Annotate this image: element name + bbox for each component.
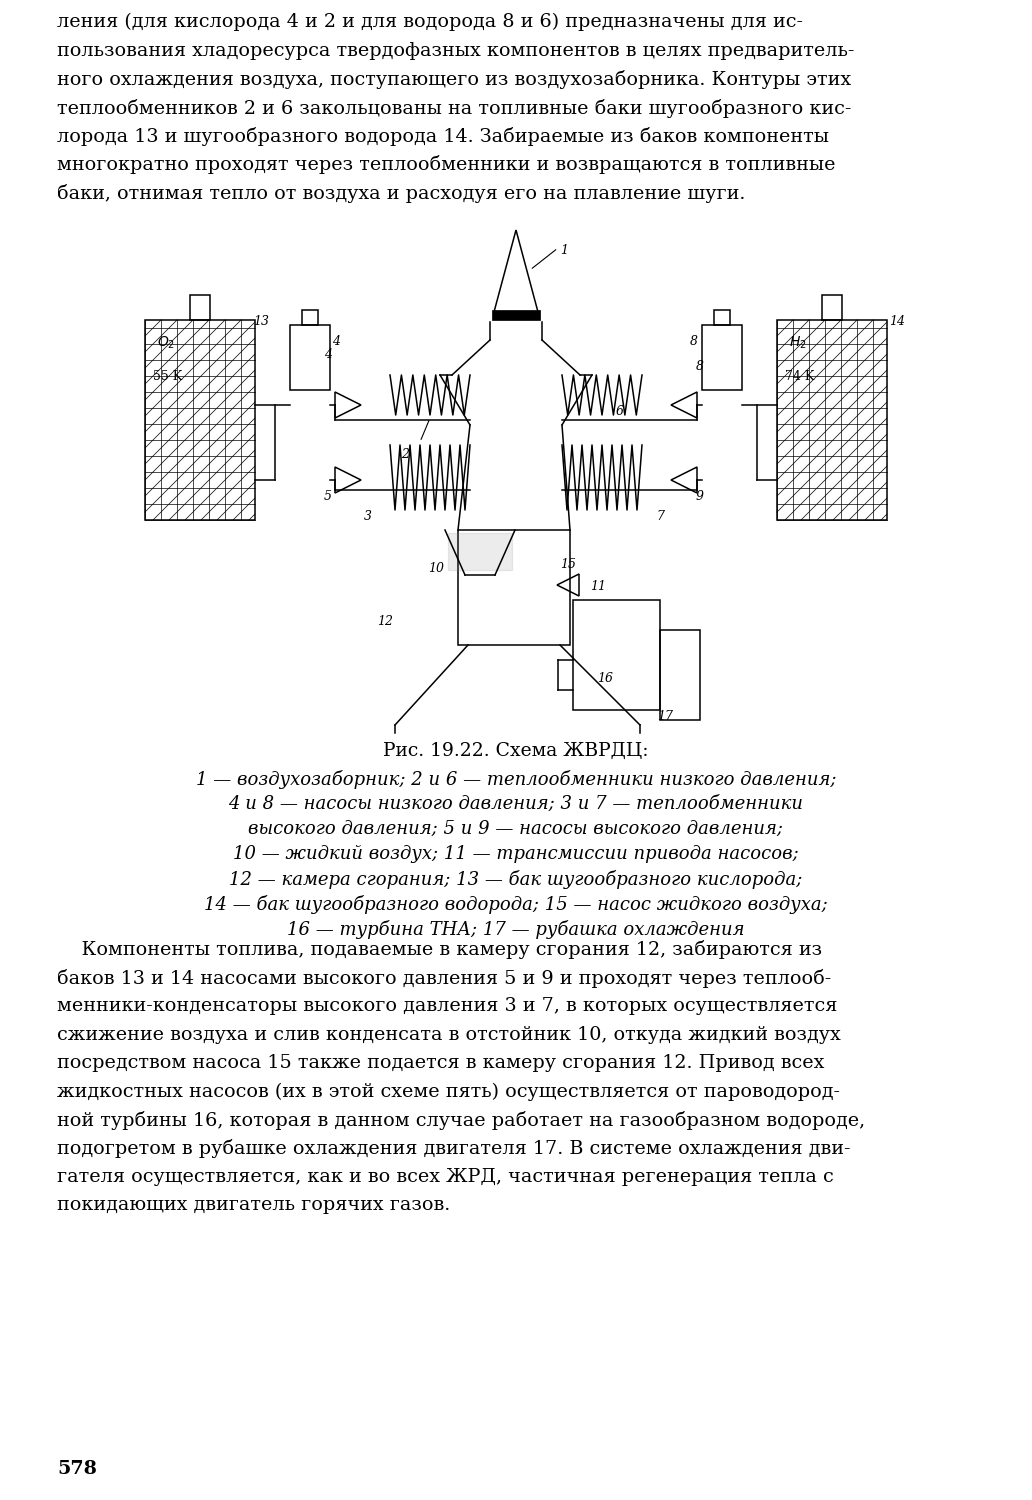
Bar [190,296,209,320]
Text: 3: 3 [364,510,372,524]
Text: сжижение воздуха и слив конденсата в отстойник 10, откуда жидкий воздух: сжижение воздуха и слив конденсата в отс… [57,1026,841,1044]
Text: жидкостных насосов (их в этой схеме пять) осуществляется от пароводород-: жидкостных насосов (их в этой схеме пять… [57,1083,840,1101]
Text: 6: 6 [616,405,624,418]
Text: 1: 1 [560,244,568,256]
Text: баки, отнимая тепло от воздуха и расходуя его на плавление шуги.: баки, отнимая тепло от воздуха и расходу… [57,184,745,202]
Text: 13: 13 [253,315,269,328]
Text: 5: 5 [324,490,332,502]
Text: 4 и 8 — насосы низкого давления; 3 и 7 — теплообменники: 4 и 8 — насосы низкого давления; 3 и 7 —… [228,795,804,813]
Text: Компоненты топлива, подаваемые в камеру сгорания 12, забираются из: Компоненты топлива, подаваемые в камеру … [57,940,823,958]
Text: баков 13 и 14 насосами высокого давления 5 и 9 и проходят через теплооб-: баков 13 и 14 насосами высокого давления… [57,969,831,987]
Text: 10: 10 [428,562,444,574]
Text: менники-конденсаторы высокого давления 3 и 7, в которых осуществляется: менники-конденсаторы высокого давления 3… [57,998,837,1016]
Text: 11: 11 [590,580,606,592]
Text: 9: 9 [696,490,704,502]
Text: теплообменников 2 и 6 закольцованы на топливные баки шугообразного кис-: теплообменников 2 и 6 закольцованы на то… [57,99,851,117]
Text: 4: 4 [332,334,340,348]
Text: покидающих двигатель горячих газов.: покидающих двигатель горячих газов. [57,1197,450,1215]
Text: 17: 17 [657,710,673,723]
Bar [660,630,700,720]
Bar [492,310,540,320]
Text: $O_2$: $O_2$ [157,334,175,351]
Text: гателя осуществляется, как и во всех ЖРД, частичная регенерация тепла с: гателя осуществляется, как и во всех ЖРД… [57,1168,834,1186]
Bar [458,530,570,645]
Bar [823,296,842,320]
Text: посредством насоса 15 также подается в камеру сгорания 12. Привод всех: посредством насоса 15 также подается в к… [57,1054,825,1072]
Text: 12 — камера сгорания; 13 — бак шугообразного кислорода;: 12 — камера сгорания; 13 — бак шугообраз… [229,870,803,889]
Bar [146,320,255,520]
Text: лорода 13 и шугообразного водорода 14. Забираемые из баков компоненты: лорода 13 и шугообразного водорода 14. З… [57,128,829,146]
Text: ления (для кислорода 4 и 2 и для водорода 8 и 6) предназначены для ис-: ления (для кислорода 4 и 2 и для водород… [57,13,803,32]
Text: 2: 2 [401,448,409,460]
Text: многократно проходят через теплообменники и возвращаются в топливные: многократно проходят через теплообменник… [57,156,836,174]
Text: 8: 8 [690,334,698,348]
Text: подогретом в рубашке охлаждения двигателя 17. В системе охлаждения дви-: подогретом в рубашке охлаждения двигател… [57,1140,850,1158]
Text: высокого давления; 5 и 9 — насосы высокого давления;: высокого давления; 5 и 9 — насосы высоко… [249,821,783,839]
Bar [702,326,742,390]
Text: 12: 12 [377,615,393,628]
Text: 578: 578 [57,1460,97,1478]
Bar [714,310,730,326]
Bar [777,320,886,520]
Text: 14 — бак шугообразного водорода; 15 — насос жидкого воздуха;: 14 — бак шугообразного водорода; 15 — на… [204,896,828,914]
Text: 55 K: 55 K [153,370,183,382]
Text: пользования хладоресурса твердофазных компонентов в целях предваритель-: пользования хладоресурса твердофазных ко… [57,42,854,60]
Text: $H_2$: $H_2$ [789,334,807,351]
Text: 7: 7 [656,510,664,524]
Text: 16: 16 [596,672,613,686]
Text: Рис. 19.22. Схема ЖВРДЦ:: Рис. 19.22. Схема ЖВРДЦ: [383,742,649,760]
Text: ной турбины 16, которая в данном случае работает на газообразном водороде,: ной турбины 16, которая в данном случае … [57,1112,865,1130]
Text: ного охлаждения воздуха, поступающего из воздухозаборника. Контуры этих: ного охлаждения воздуха, поступающего из… [57,70,851,88]
Text: 15: 15 [560,558,576,572]
Text: 14: 14 [889,315,905,328]
Text: 4: 4 [324,348,332,361]
Text: 8: 8 [696,360,704,374]
Text: 74 K: 74 K [785,370,814,382]
Text: 10 — жидкий воздух; 11 — трансмиссии привода насосов;: 10 — жидкий воздух; 11 — трансмиссии при… [233,844,799,862]
Bar [290,326,330,390]
Bar [302,310,318,326]
Text: 16 — турбина ТНА; 17 — рубашка охлаждения: 16 — турбина ТНА; 17 — рубашка охлаждени… [287,920,745,939]
Text: 1 — воздухозаборник; 2 и 6 — теплообменники низкого давления;: 1 — воздухозаборник; 2 и 6 — теплообменн… [196,770,836,789]
Bar [573,600,660,709]
